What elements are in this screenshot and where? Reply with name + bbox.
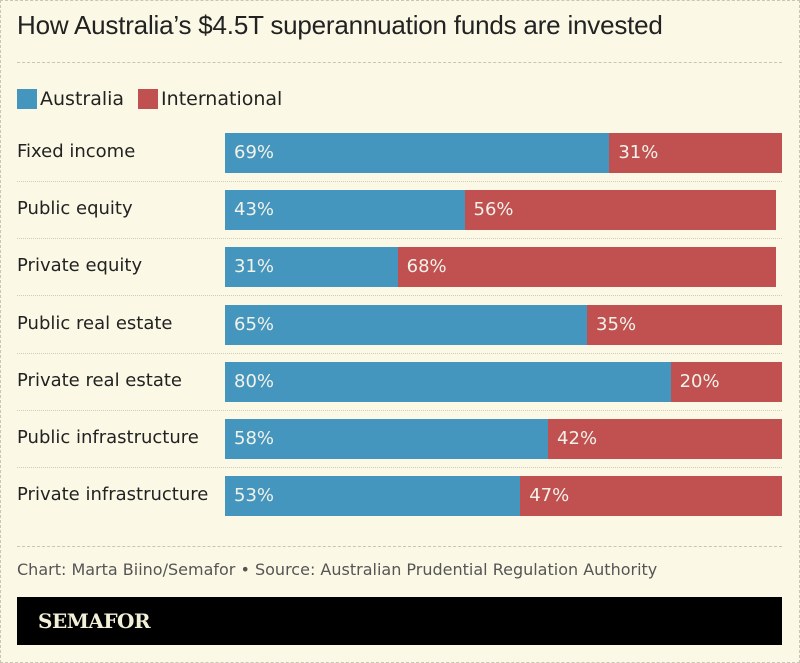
value-label: 56% [473, 199, 514, 220]
bar-segment-international: 68% [397, 247, 777, 287]
bar-row: Private real estate 80% 20% [17, 362, 782, 402]
row-divider [17, 410, 782, 411]
bar-segment-australia: 58% [225, 419, 549, 459]
value-label: 43% [234, 199, 275, 220]
legend-label: International [161, 88, 283, 110]
bar-segment-international: 31% [609, 133, 782, 173]
row-divider [17, 353, 782, 354]
brand-logo: SEMAFOR [38, 609, 151, 633]
value-label: 53% [234, 485, 275, 506]
bar-row: Public equity 43% 56% [17, 190, 782, 230]
value-label: 68% [406, 256, 447, 277]
value-label: 31% [234, 256, 275, 277]
chart-title: How Australia’s $4.5T superannuation fun… [17, 10, 663, 40]
value-label: 31% [618, 142, 659, 163]
legend-swatch-australia [17, 89, 37, 109]
category-label: Public real estate [17, 313, 173, 334]
row-divider [17, 181, 782, 182]
bar-row: Public infrastructure 58% 42% [17, 419, 782, 459]
stacked-bar: 58% 42% [225, 419, 782, 459]
stacked-bar: 31% 68% [225, 247, 777, 287]
legend-label: Australia [40, 88, 125, 110]
category-label: Private real estate [17, 370, 182, 391]
bar-segment-international: 35% [587, 305, 782, 345]
legend-swatch-international [138, 89, 159, 109]
bar-row: Fixed income 69% 31% [17, 133, 782, 173]
bar-row: Private infrastructure 53% 47% [17, 476, 782, 516]
bar-segment-international: 56% [464, 190, 777, 230]
bar-segment-international: 20% [670, 362, 782, 402]
stacked-bar: 53% 47% [225, 476, 782, 516]
bar-segment-australia: 65% [225, 305, 588, 345]
value-label: 80% [234, 371, 275, 392]
value-label: 65% [234, 314, 275, 335]
value-label: 20% [679, 371, 720, 392]
stacked-bar: 69% 31% [225, 133, 782, 173]
bar-segment-international: 47% [520, 476, 782, 516]
bar-segment-australia: 43% [225, 190, 465, 230]
bar-segment-australia: 80% [225, 362, 671, 402]
brand-bar: SEMAFOR [17, 597, 782, 645]
chart-credit: Chart: Marta Biino/Semafor • Source: Aus… [17, 560, 658, 579]
row-divider [17, 238, 782, 239]
bar-row: Private equity 31% 68% [17, 247, 782, 287]
value-label: 42% [557, 428, 598, 449]
category-label: Private infrastructure [17, 484, 209, 505]
value-label: 69% [234, 142, 275, 163]
value-label: 47% [529, 485, 570, 506]
category-label: Public infrastructure [17, 427, 199, 448]
stacked-bar: 43% 56% [225, 190, 777, 230]
value-label: 58% [234, 428, 275, 449]
row-divider [17, 467, 782, 468]
stacked-bar: 65% 35% [225, 305, 782, 345]
category-label: Fixed income [17, 141, 136, 162]
category-label: Public equity [17, 198, 133, 219]
bar-segment-australia: 53% [225, 476, 521, 516]
legend-item-australia: Australia [17, 88, 124, 110]
category-label: Private equity [17, 255, 143, 276]
bar-segment-australia: 31% [225, 247, 398, 287]
stacked-bar: 80% 20% [225, 362, 782, 402]
title-divider [17, 62, 782, 63]
legend: Australia International [17, 88, 296, 110]
legend-item-international: International [138, 88, 282, 110]
bar-row: Public real estate 65% 35% [17, 305, 782, 345]
bar-segment-australia: 69% [225, 133, 610, 173]
value-label: 35% [596, 314, 637, 335]
bar-segment-international: 42% [548, 419, 782, 459]
footer-divider [17, 546, 782, 547]
row-divider [17, 295, 782, 296]
